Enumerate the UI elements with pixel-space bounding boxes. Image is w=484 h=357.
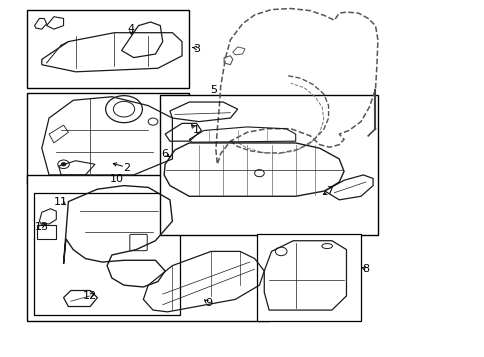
Circle shape [61, 162, 66, 166]
Text: 8: 8 [362, 264, 369, 274]
Bar [27, 10, 189, 88]
Text: 9: 9 [205, 298, 212, 308]
Text: 3: 3 [193, 44, 199, 54]
Bar [257, 233, 360, 321]
Text: 11: 11 [54, 197, 68, 207]
Text: 6: 6 [161, 149, 168, 159]
Text: 13: 13 [35, 221, 49, 231]
Text: 12: 12 [83, 291, 97, 301]
Text: 1: 1 [193, 126, 199, 136]
Bar [27, 93, 189, 184]
Bar [33, 193, 179, 316]
Text: 5: 5 [210, 85, 216, 95]
Text: 4: 4 [127, 24, 135, 34]
Text: 10: 10 [109, 174, 123, 183]
Text: 2: 2 [122, 163, 130, 173]
Bar [160, 95, 377, 235]
Text: 7: 7 [325, 186, 333, 196]
Bar [27, 175, 269, 321]
